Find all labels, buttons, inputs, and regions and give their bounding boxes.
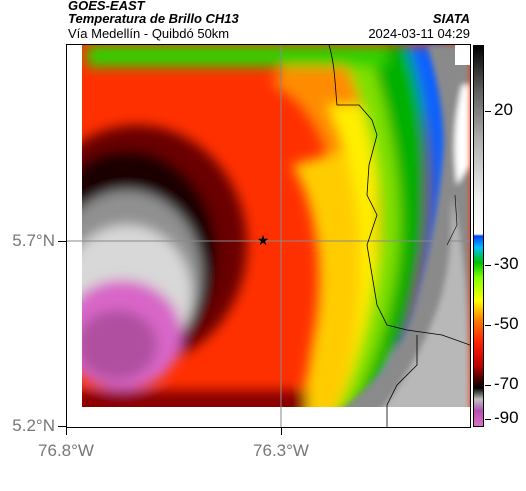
lon-tick xyxy=(66,427,67,435)
region-subtitle: Vía Medellín - Quibdó 50km xyxy=(68,26,230,41)
border-line-south xyxy=(386,335,418,427)
lat-label: 5.2°N xyxy=(12,416,55,435)
colorbar-label: -90 xyxy=(494,408,519,427)
colorbar-label: -50 xyxy=(494,314,519,333)
colorbar-tick xyxy=(485,265,491,266)
colorbar-tick xyxy=(485,385,491,386)
colorbar-gradient xyxy=(474,46,483,426)
lon-tick xyxy=(281,427,282,435)
colorbar-tick xyxy=(485,111,491,112)
lon-label: 76.3°W xyxy=(253,441,309,460)
satellite-label: GOES-EAST xyxy=(68,0,145,13)
colorbar-tick xyxy=(485,419,491,420)
lat-tick xyxy=(58,426,66,427)
map-canvas: ★ xyxy=(67,45,470,427)
colorbar-label: -30 xyxy=(494,254,519,273)
brightness-temperature-map: ★ xyxy=(67,45,470,427)
colorbar xyxy=(473,45,484,427)
organization-label: SIATA xyxy=(432,11,470,26)
lat-tick xyxy=(58,241,66,242)
star-icon: ★ xyxy=(257,233,270,249)
timestamp: 2024-03-11 04:29 xyxy=(368,26,470,41)
colorbar-tick xyxy=(485,325,491,326)
colorbar-label: 20 xyxy=(494,100,513,119)
colorbar-label: -70 xyxy=(494,374,519,393)
lat-label: 5.7°N xyxy=(12,231,55,250)
product-title: Temperatura de Brillo CH13 xyxy=(68,11,239,26)
lon-label: 76.8°W xyxy=(38,441,94,460)
border-line xyxy=(328,45,470,346)
